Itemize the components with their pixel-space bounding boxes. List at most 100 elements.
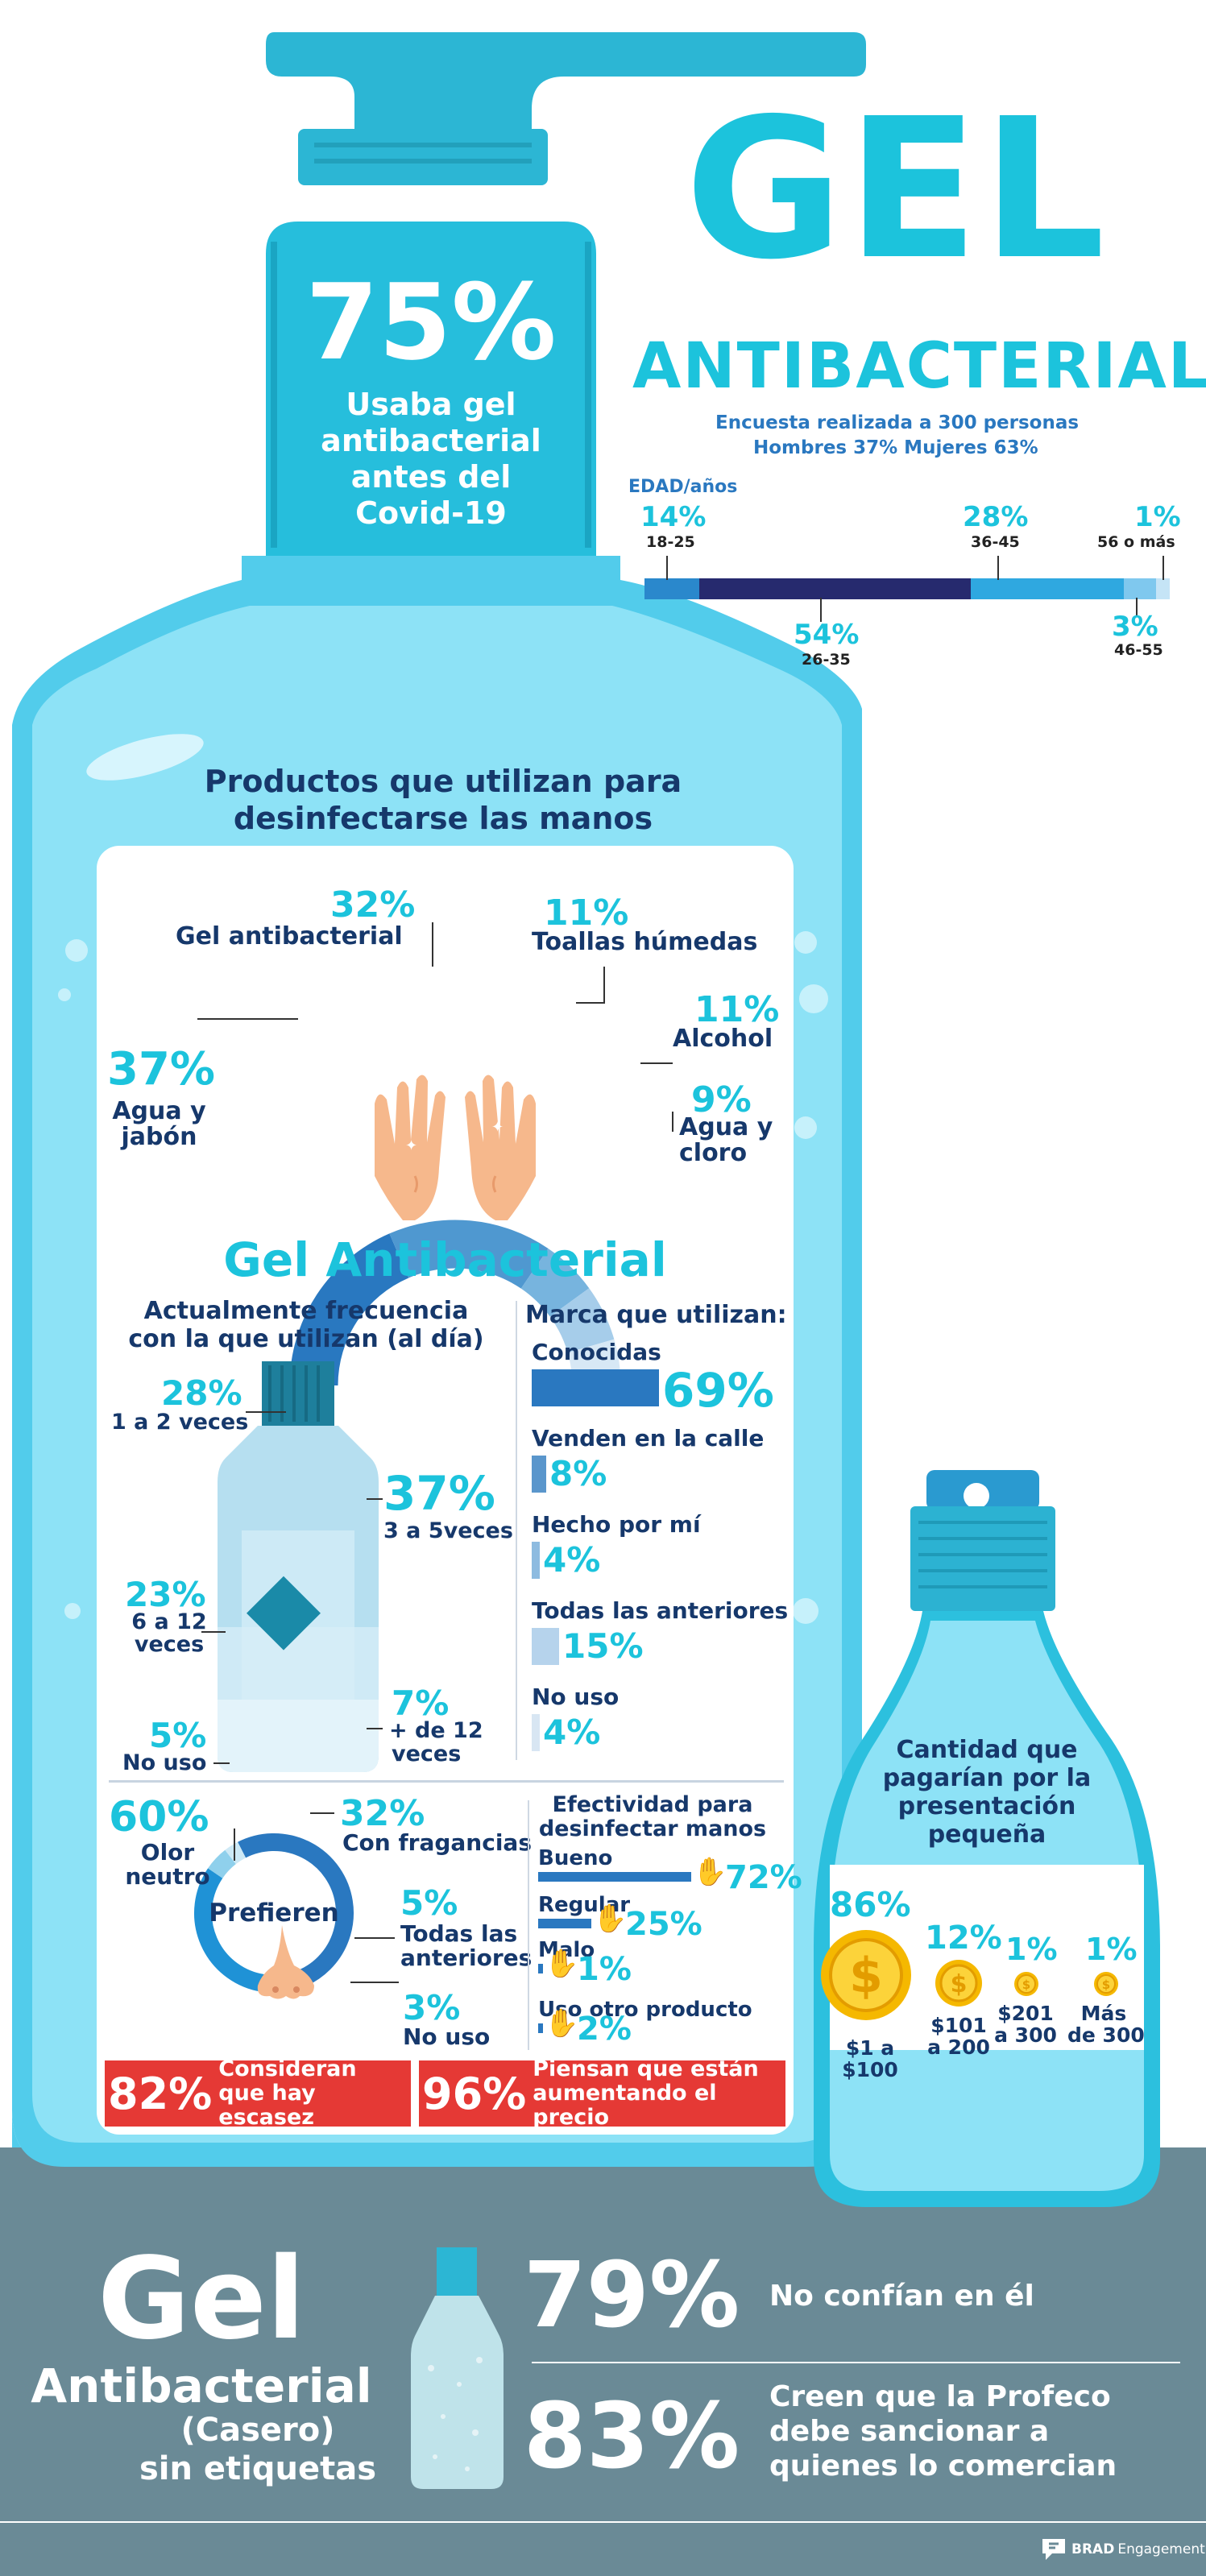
prefer-pct: 32% [340, 1793, 425, 1834]
freq-leader [367, 1728, 383, 1729]
brand-logo-sub: Engagement [1117, 2541, 1205, 2557]
neck-pct: 75% [305, 261, 557, 383]
freq-leader [246, 1411, 286, 1413]
brand-label: Todas las anteriores [532, 1597, 789, 1624]
semicircle-leader [576, 967, 605, 1004]
freq-leader [201, 1631, 226, 1633]
product-label: jabón [121, 1123, 197, 1151]
brand-label: Venden en la calle [532, 1425, 765, 1452]
svg-text:✦: ✦ [491, 1119, 504, 1136]
prefer-leader [310, 1812, 334, 1814]
age-pct: 3% [1112, 611, 1158, 643]
age-pct: 28% [963, 501, 1029, 533]
prefer-label: anteriores [400, 1944, 533, 1971]
age-range: 36-45 [971, 533, 1020, 551]
effect-title: desinfectar manos [538, 1816, 767, 1841]
price-label: $201 [997, 2002, 1054, 2025]
brand-pct: 4% [543, 1713, 601, 1752]
banner-text-line: que hay escasez [218, 2081, 316, 2130]
hand-icon: ✋ [545, 2007, 579, 2040]
effect-bar [538, 1872, 691, 1882]
coin-icon-large: $ [821, 1930, 911, 2020]
product-label: cloro [679, 1139, 748, 1167]
freq-pct: 37% [383, 1466, 495, 1521]
brand-logo-icon [1042, 2539, 1065, 2560]
neck-line: antes del [350, 459, 512, 495]
price-label: $1 a [845, 2036, 895, 2060]
brand-logo: BRAD Engagement [1041, 2537, 1205, 2562]
prefer-donut-segment [194, 1868, 265, 1992]
product-pct: 11% [544, 892, 629, 934]
section-divider [109, 1780, 784, 1783]
price-pct: 1% [1005, 1932, 1058, 1967]
brand-pct: 8% [549, 1454, 607, 1493]
product-label: Agua y [112, 1097, 206, 1125]
prefer-label: Todas las [400, 1920, 518, 1947]
footer-title-gel: Gel [97, 2234, 305, 2365]
homemade-bottle-icon [411, 2247, 504, 2489]
banner-text: Piensan que están aumentando el precio [533, 2057, 785, 2130]
age-range: 26-35 [802, 651, 851, 669]
age-leader [1136, 598, 1138, 617]
age-leader [820, 598, 822, 622]
freq-label: veces [392, 1741, 462, 1766]
hands-icon: ✦ ✦ [375, 1075, 536, 1220]
freq-label: No uso [122, 1750, 207, 1775]
prefer-donut-segment [225, 1841, 247, 1865]
footer-divider [532, 2362, 1180, 2363]
age-bar-segment [1124, 578, 1156, 599]
hand-icon: ✋ [693, 1856, 727, 1888]
age-pct: 1% [1134, 501, 1181, 533]
section-divider [516, 1301, 517, 1760]
brand-title: Marca que utilizan: [525, 1301, 787, 1329]
brand-bar [532, 1369, 659, 1406]
gel-section-title: Gel Antibacterial [223, 1232, 667, 1287]
banner-text-line: aumentando el precio [533, 2081, 717, 2130]
prefer-leader [350, 1982, 399, 1983]
products-title: Productos que utilizan para [204, 764, 682, 799]
title-gel: GEL [685, 77, 1109, 302]
product-pct: 9% [691, 1079, 752, 1120]
brand-logo-name: BRAD [1071, 2541, 1115, 2557]
products-title: desinfectarse las manos [233, 801, 653, 836]
hand-icon: ✋ [545, 1948, 579, 1980]
effect-pct: 25% [625, 1906, 702, 1943]
neck-line: Usaba gel [346, 387, 516, 422]
age-bar [644, 578, 1170, 599]
prefer-leader [234, 1828, 235, 1861]
brand-label: Hecho por mí [532, 1511, 701, 1538]
freq-label: + de 12 [389, 1718, 483, 1743]
price-label: de 300 [1067, 2023, 1145, 2047]
freq-label: 1 a 2 veces [111, 1410, 249, 1435]
prefer-label: Olor [140, 1839, 195, 1866]
coin-icon-medium: $ [935, 1960, 982, 2007]
freq-title: con la que utilizan (al día) [128, 1325, 484, 1353]
age-leader [997, 556, 999, 580]
brand-bar [532, 1456, 546, 1493]
semicircle-segment [549, 1288, 615, 1353]
footer-stat-pct: 83% [524, 2384, 740, 2489]
survey-line: Encuesta realizada a 300 personas [715, 412, 1080, 433]
age-title: EDAD/años [628, 477, 738, 497]
prefer-center-label: Prefieren [209, 1899, 339, 1928]
brand-pct: 69% [662, 1363, 774, 1418]
price-pct: 12% [925, 1920, 1002, 1957]
age-leader [666, 556, 668, 580]
freq-pct: 7% [392, 1684, 450, 1723]
freq-label: veces [134, 1632, 205, 1657]
gender-line: Hombres 37% Mujeres 63% [753, 437, 1038, 458]
title-antibacterial: ANTIBACTERIAL [632, 330, 1206, 403]
product-pct: 11% [694, 989, 780, 1030]
footer-stat-text: quienes lo comercian [769, 2450, 1117, 2483]
small-bottle-title: pequeña [927, 1820, 1046, 1849]
banner-text-line: Consideran [218, 2056, 357, 2081]
freq-label: 6 a 12 [131, 1609, 207, 1634]
banner-text-line: Piensan que están [533, 2056, 759, 2081]
semicircle-segment [520, 1249, 590, 1317]
brand-bar [532, 1714, 540, 1751]
freq-pct: 23% [125, 1575, 206, 1614]
effect-pct: 1% [577, 1951, 632, 1988]
banner-text: Consideran que hay escasez [218, 2057, 411, 2130]
banner-scarcity: 82% Consideran que hay escasez [105, 2057, 411, 2130]
